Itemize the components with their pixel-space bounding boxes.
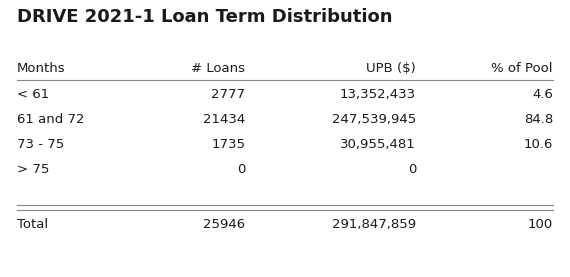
Text: 25946: 25946 [203, 218, 245, 231]
Text: UPB ($): UPB ($) [367, 62, 416, 75]
Text: 1735: 1735 [211, 138, 245, 151]
Text: 247,539,945: 247,539,945 [332, 113, 416, 126]
Text: 21434: 21434 [203, 113, 245, 126]
Text: % of Pool: % of Pool [491, 62, 553, 75]
Text: 30,955,481: 30,955,481 [340, 138, 416, 151]
Text: 0: 0 [237, 163, 245, 176]
Text: # Loans: # Loans [191, 62, 245, 75]
Text: 291,847,859: 291,847,859 [332, 218, 416, 231]
Text: 4.6: 4.6 [532, 88, 553, 101]
Text: > 75: > 75 [17, 163, 50, 176]
Text: 0: 0 [408, 163, 416, 176]
Text: Months: Months [17, 62, 66, 75]
Text: 100: 100 [528, 218, 553, 231]
Text: 2777: 2777 [211, 88, 245, 101]
Text: 73 - 75: 73 - 75 [17, 138, 64, 151]
Text: DRIVE 2021-1 Loan Term Distribution: DRIVE 2021-1 Loan Term Distribution [17, 8, 393, 26]
Text: 84.8: 84.8 [524, 113, 553, 126]
Text: 13,352,433: 13,352,433 [340, 88, 416, 101]
Text: 10.6: 10.6 [523, 138, 553, 151]
Text: Total: Total [17, 218, 48, 231]
Text: < 61: < 61 [17, 88, 50, 101]
Text: 61 and 72: 61 and 72 [17, 113, 84, 126]
